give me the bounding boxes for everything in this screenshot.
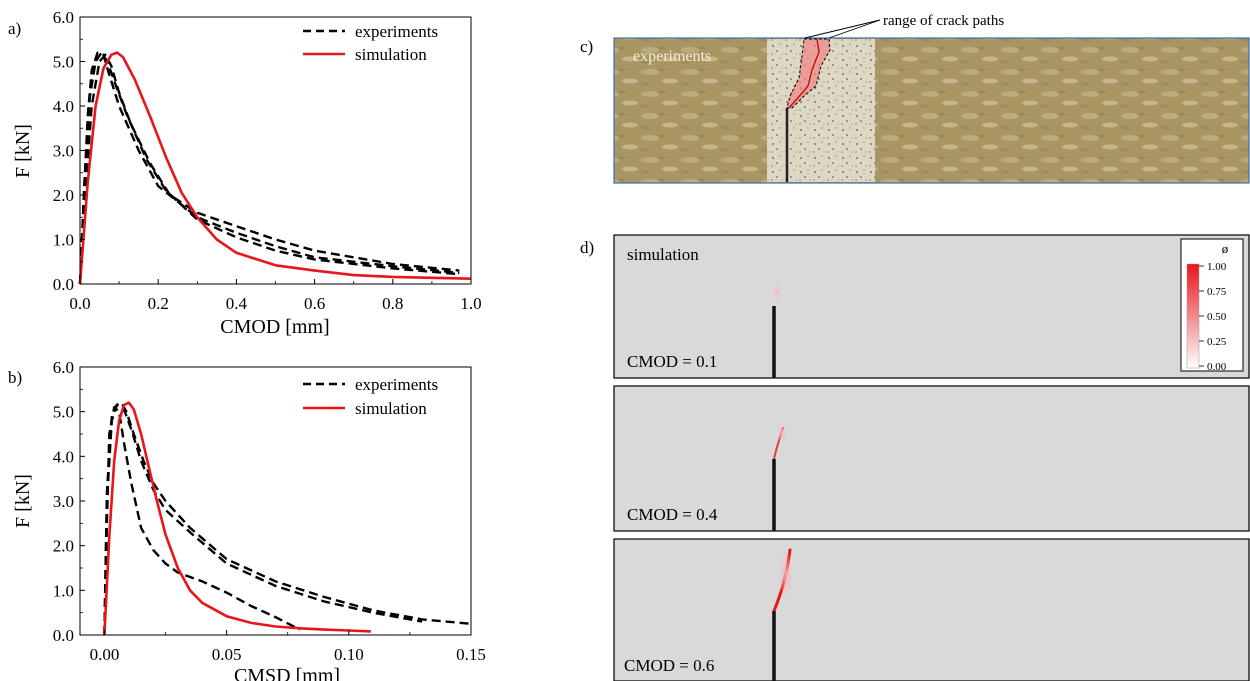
chart-a-series-experiments-3	[78, 53, 460, 285]
sim-frame-3-damage-glow	[779, 549, 793, 601]
colorbar-gradient	[1186, 263, 1200, 369]
chart-a-series-experiments-2	[78, 51, 460, 285]
colorbar-tick-label: 0.50	[1207, 311, 1227, 323]
chart-a-series-experiments-1	[78, 51, 460, 285]
chart-a-xlabel: CMOD [mm]	[220, 316, 329, 338]
chart-b-xtick-label: 0.15	[456, 645, 486, 664]
chart-a-ylabel: F [kN]	[12, 124, 34, 178]
legend-a-experiments-label: experiments	[355, 22, 438, 41]
colorbar-tick-label: 0.00	[1207, 361, 1227, 373]
sim-frame-1-damage-glow	[772, 284, 782, 300]
chart-b-xlabel: CMSD [mm]	[234, 665, 340, 681]
sim-frame-2: CMOD = 0.4	[613, 385, 1250, 532]
chart-a-ytick-label: 0.0	[53, 275, 74, 294]
specimen-body	[613, 37, 1250, 184]
legend-b-simulation-label: simulation	[355, 399, 427, 418]
chart-b-xtick-label: 0.00	[90, 645, 120, 664]
legend-b-experiments-label: experiments	[355, 375, 438, 394]
chart-b-series-experiments-1	[103, 406, 301, 636]
chart-b-xtick-label: 0.10	[334, 645, 364, 664]
chart-a: 0.01.02.03.04.05.06.00.0 0.2 0.4 0.6 0.8 1.0 …	[12, 8, 482, 338]
colorbar-ticks: 1.00 0.75 0.50 0.25 0.00	[1199, 261, 1227, 373]
colorbar-tick-label: 0.25	[1207, 336, 1227, 348]
chart-b: 0.0 1.0 2.0 3.0 4.0 5.0 6.0 0.00 0.05 0.10 0.15 CM…	[12, 358, 486, 681]
panel-label-c: c)	[580, 37, 593, 56]
sim-frame-2-label: CMOD = 0.4	[627, 505, 718, 524]
chart-a-xtick-label: 0.2	[148, 294, 169, 313]
colorbar: ø 1.00 0.75 0.50 0.25 0.00	[1180, 238, 1244, 373]
chart-b-ytick-label: 3.0	[53, 492, 74, 511]
sim-frame-2-damage-glow	[777, 423, 787, 443]
colorbar-title: ø	[1222, 241, 1229, 256]
colorbar-tick-label: 0.75	[1207, 286, 1227, 298]
crack-path	[788, 38, 820, 109]
chart-a-ytick-label: 4.0	[53, 97, 74, 116]
chart-b-ytick-label: 1.0	[53, 581, 74, 600]
chart-b-series-simulation-4	[103, 401, 371, 636]
sim-frame-1-background	[613, 234, 1250, 379]
chart-b-ytick-label: 4.0	[53, 447, 74, 466]
chart-a-ytick-label: 6.0	[53, 8, 74, 27]
specimen-photo: range of crack paths experiments	[613, 13, 1250, 184]
chart-a-legend: experiments simulation	[303, 22, 438, 64]
panel-label-a: a)	[8, 19, 21, 38]
sim-frame-3-label: CMOD = 0.6	[624, 656, 714, 675]
chart-b-series-experiments-2	[103, 401, 472, 636]
sim-frame-2-background	[613, 385, 1250, 532]
chart-a-ytick-label: 2.0	[53, 186, 74, 205]
chart-b-ytick-label: 6.0	[53, 358, 74, 377]
chart-a-xtick-label: 0.4	[226, 294, 248, 313]
colorbar-tick-label: 1.00	[1207, 261, 1227, 273]
panel-label-b: b)	[8, 368, 22, 387]
crack-range-annotation: range of crack paths	[883, 13, 1004, 29]
chart-b-series-experiments-3	[103, 403, 423, 636]
chart-a-plot	[78, 51, 472, 285]
chart-a-xtick-label: 0.0	[69, 294, 90, 313]
crack-range-zone	[786, 38, 831, 109]
chart-b-legend: experiments simulation	[303, 375, 438, 418]
chart-b-ytick-label: 5.0	[53, 403, 74, 422]
photo-label: experiments	[633, 48, 711, 65]
chart-b-ytick-label: 2.0	[53, 537, 74, 556]
chart-a-ytick-label: 1.0	[53, 231, 74, 250]
chart-b-xtick-label: 0.05	[212, 645, 242, 664]
chart-a-series-simulation-4	[78, 51, 472, 285]
chart-a-ticks: 0.0 1.0 2.0 3.0 4.0 5.0 6.0 0.0 0.2 0.4 0.6 0.8 1.0	[53, 8, 482, 313]
sim-frame-3-background	[613, 538, 1250, 681]
sim-frame-1: CMOD = 0.1 simulation ø 1.00 0.75 0.50 0.25…	[613, 234, 1250, 379]
annotation-leader-1	[804, 19, 881, 39]
simulation-panel: CMOD = 0.1 simulation ø 1.00 0.75 0.50 0.25…	[613, 234, 1250, 681]
annotation-leader-2	[828, 19, 881, 39]
chart-b-ytick-label: 0.0	[53, 626, 74, 645]
chart-b-plot	[103, 401, 472, 636]
legend-a-simulation-label: simulation	[355, 45, 427, 64]
sim-frame-1-label: CMOD = 0.1	[627, 352, 717, 371]
sim-frame-3: CMOD = 0.6	[613, 538, 1250, 681]
chart-a-ytick-label: 3.0	[53, 142, 74, 161]
chart-a-xtick-label: 1.0	[460, 294, 481, 313]
chart-a-ytick-label: 5.0	[53, 53, 74, 72]
simulation-label: simulation	[627, 245, 699, 264]
panel-label-d: d)	[580, 238, 594, 257]
chart-b-ticks: 0.0 1.0 2.0 3.0 4.0 5.0 6.0 0.00 0.05 0.10 0.15	[53, 358, 486, 664]
chart-b-ylabel: F [kN]	[12, 474, 34, 528]
chart-a-xtick-label: 0.6	[304, 294, 325, 313]
chart-a-xtick-label: 0.8	[382, 294, 403, 313]
